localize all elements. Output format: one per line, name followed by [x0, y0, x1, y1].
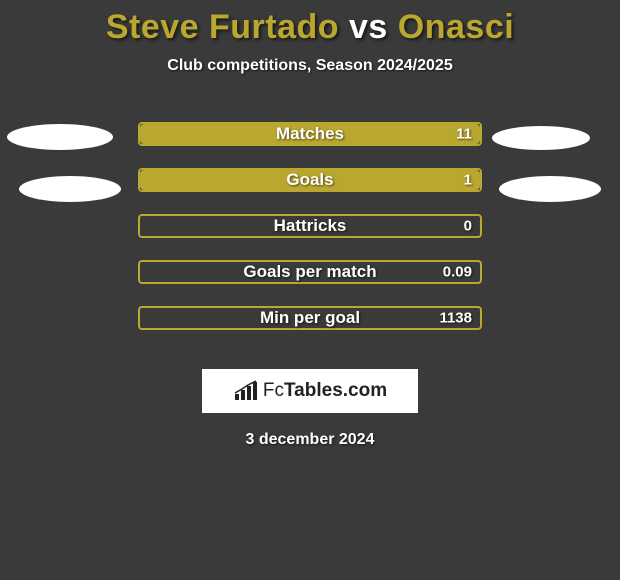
player1-ellipse	[7, 124, 113, 150]
stat-bar: Min per goal1138	[138, 306, 482, 330]
logo-rest: Tables.com	[284, 380, 387, 401]
logo: FcTables.com	[202, 369, 418, 413]
stat-label: Goals per match	[140, 262, 480, 282]
bar-fill-right	[140, 170, 480, 190]
logo-fc: Fc	[263, 380, 284, 401]
player2-ellipse	[492, 126, 590, 150]
logo-text: FcTables.com	[263, 380, 387, 402]
stat-value-right: 0.09	[443, 264, 472, 281]
player2-ellipse	[499, 176, 601, 202]
stat-row: Goals per match0.09	[0, 249, 620, 295]
stat-bar: Hattricks0	[138, 214, 482, 238]
comparison-title: Steve Furtado vs Onasci	[0, 0, 620, 47]
bars-icon	[233, 380, 259, 402]
stat-value-right: 0	[464, 218, 472, 235]
stat-label: Hattricks	[140, 216, 480, 236]
stat-row: Min per goal1138	[0, 295, 620, 341]
stat-bar: Matches11	[138, 122, 482, 146]
bar-fill-right	[140, 124, 480, 144]
player2-name: Onasci	[398, 8, 514, 46]
player1-ellipse	[19, 176, 121, 202]
vs-text: vs	[349, 8, 388, 46]
stat-bar: Goals1	[138, 168, 482, 192]
stat-label: Min per goal	[140, 308, 480, 328]
stat-row: Hattricks0	[0, 203, 620, 249]
player1-name: Steve Furtado	[106, 8, 339, 46]
stat-bar: Goals per match0.09	[138, 260, 482, 284]
subtitle: Club competitions, Season 2024/2025	[0, 57, 620, 75]
stat-value-right: 1138	[439, 310, 472, 327]
date: 3 december 2024	[0, 431, 620, 449]
